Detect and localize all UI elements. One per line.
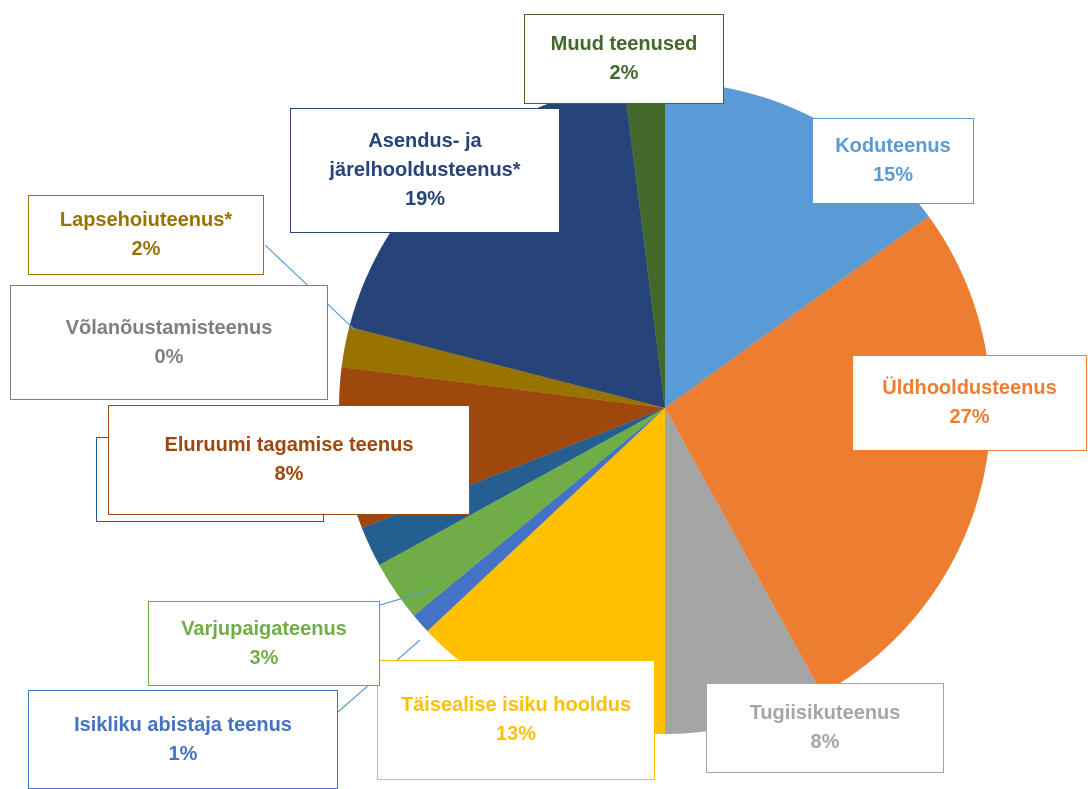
data-label: Varjupaigateenus 3% [148,601,380,686]
label-value: 8% [810,731,840,753]
label-value: 1% [168,742,198,765]
label-value: 27% [949,406,990,428]
label-value: 2% [609,62,639,84]
label-value: 2% [131,238,161,260]
data-label: Üldhooldusteenus 27% [852,355,1087,451]
label-value: 0% [154,345,184,368]
data-label: Eluruumi tagamise teenus 8% [108,405,470,515]
label-name: Varjupaigateenus [181,617,347,640]
data-label: Muud teenused 2% [524,14,724,104]
label-name: Täisealise isiku hooldus [400,694,632,716]
pie-slice [624,82,665,408]
pie-slice [341,326,665,408]
data-label: Lapsehoiuteenus* 2% [28,195,264,275]
label-value: 3% [249,646,279,669]
label-value: 19% [404,188,446,210]
data-label: Tugiisikuteenus 8% [706,683,944,773]
label-value: 15% [872,164,914,186]
pie-slice [379,408,665,616]
pie-slice [361,408,665,566]
label-name: Asendus- ja järelhooldusteenus* [329,130,521,181]
label-name: Võlanõustamisteenus [65,316,273,339]
label-name: Lapsehoiuteenus* [59,209,233,231]
label-name: Koduteenus [835,135,951,157]
label-name: Isikliku abistaja teenus [74,713,292,736]
pie-slice [349,84,665,408]
label-value: 8% [274,463,304,485]
data-label: Võlanõustamisteenus 0% [10,285,328,400]
data-label: Isikliku abistaja teenus 1% [28,690,338,789]
label-value: 13% [495,723,537,745]
pie-slice [413,408,665,632]
label-name: Üldhooldusteenus [882,377,1057,399]
label-name: Tugiisikuteenus [749,702,901,724]
label-name: Eluruumi tagamise teenus [164,434,414,456]
label-name: Muud teenused [550,33,698,55]
data-label: Asendus- ja järelhooldusteenus* 19% [290,108,560,233]
pie-slice [665,408,823,734]
pie-slice [427,408,665,734]
pie-slice [665,216,991,694]
leader-line [379,589,431,606]
data-label: Täisealise isiku hooldus 13% [377,660,655,780]
data-label: Koduteenus 15% [812,118,974,204]
